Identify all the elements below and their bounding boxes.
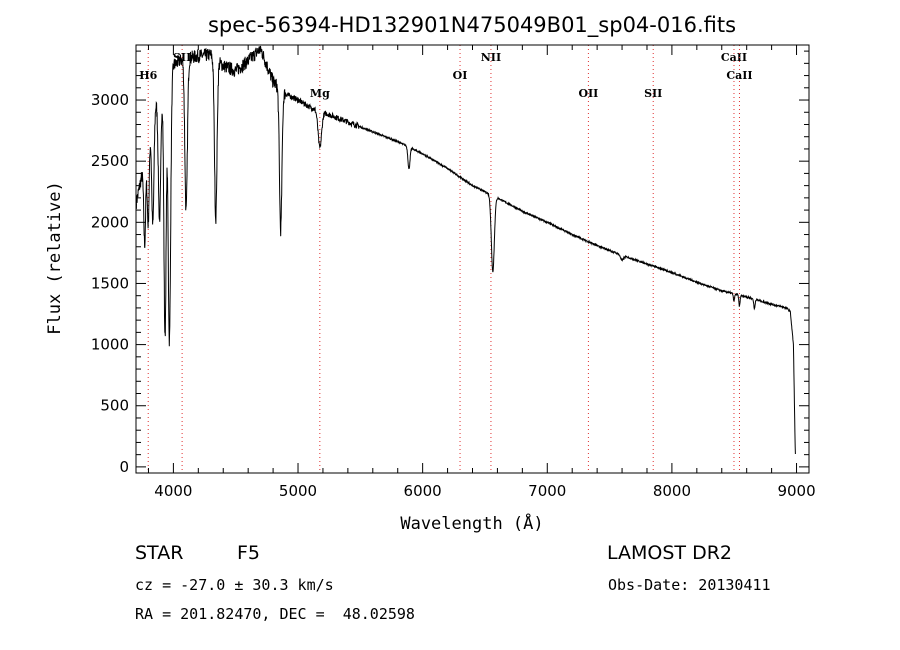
x-tick-label: 6000 <box>404 482 442 500</box>
line-label: NII <box>481 51 501 64</box>
y-tick-label: 1000 <box>91 336 129 354</box>
line-label: SII <box>644 87 662 100</box>
y-tick-label: 2500 <box>91 152 129 170</box>
coordinates: RA = 201.82470, DEC = 48.02598 <box>135 605 415 623</box>
y-axis-label: Flux (relative) <box>45 181 65 335</box>
object-class: STAR <box>135 542 184 564</box>
axis-ticks: 4000 5000 6000 7000 8000 9000 0 500 1000 1500 2000… <box>91 45 816 500</box>
line-label: OII <box>578 87 598 100</box>
x-tick-label: 5000 <box>279 482 317 500</box>
line-label: OI <box>453 69 468 82</box>
x-tick-label: 8000 <box>653 482 691 500</box>
x-axis-label: Wavelength (Å) <box>400 512 543 534</box>
line-label: H6 <box>139 69 157 82</box>
y-tick-label: 500 <box>100 397 129 415</box>
y-tick-label: 1500 <box>91 274 129 292</box>
plot-frame <box>135 44 810 474</box>
y-tick-label: 3000 <box>91 91 129 109</box>
survey-name: LAMOST DR2 <box>607 542 732 564</box>
x-tick-label: 9000 <box>777 482 815 500</box>
y-tick-label: 0 <box>119 458 129 476</box>
redshift-text: cz = -27.0 ± 30.3 km/s <box>135 576 334 594</box>
obs-date: Obs-Date: 20130411 <box>608 576 771 594</box>
spectrum-line <box>135 45 796 455</box>
x-tick-label: 4000 <box>154 482 192 500</box>
line-label: CaII <box>726 69 752 82</box>
line-label: CaII <box>721 51 747 64</box>
x-tick-label: 7000 <box>528 482 566 500</box>
line-label: Mg <box>310 87 330 100</box>
object-subclass: F5 <box>237 542 261 564</box>
y-tick-label: 2000 <box>91 213 129 231</box>
chart-title: spec-56394-HD132901N475049B01_sp04-016.f… <box>208 13 736 38</box>
